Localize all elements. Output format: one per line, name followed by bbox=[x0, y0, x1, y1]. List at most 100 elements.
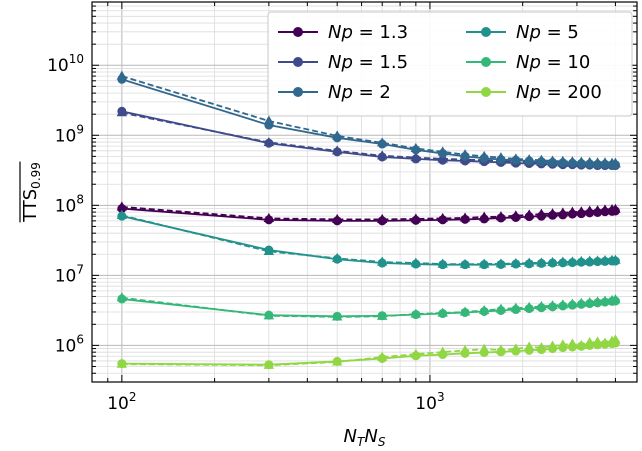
circle-point bbox=[264, 360, 274, 370]
circle-point bbox=[479, 260, 489, 270]
axes-border bbox=[91, 1, 638, 383]
y-tick-label-base: 10 bbox=[55, 126, 77, 146]
legend-label-value: = 1.5 bbox=[353, 52, 408, 73]
circle-point bbox=[585, 257, 595, 267]
legend-label-var: Np bbox=[328, 22, 353, 43]
circle-point bbox=[411, 145, 421, 155]
series-4 bbox=[116, 209, 621, 270]
circle-point bbox=[610, 296, 620, 306]
circle-point bbox=[411, 259, 421, 269]
circle-point bbox=[479, 306, 489, 316]
circle-point bbox=[567, 209, 577, 219]
circle-point bbox=[593, 298, 603, 308]
circle-point bbox=[460, 348, 470, 358]
legend-item: Np = 10 bbox=[466, 52, 590, 73]
legend-label-var: Np bbox=[516, 82, 541, 103]
circle-point bbox=[264, 245, 274, 255]
circle-point bbox=[548, 210, 558, 220]
legend-item: Np = 200 bbox=[466, 82, 602, 103]
x-axis-label-sub2: S bbox=[378, 435, 386, 449]
circle-point bbox=[438, 155, 448, 165]
circle-point bbox=[600, 159, 610, 169]
circle-point bbox=[496, 155, 506, 165]
circle-point bbox=[511, 346, 521, 356]
circle-point bbox=[524, 259, 534, 269]
x-tick-label-exp: 3 bbox=[437, 390, 445, 404]
circle-point bbox=[600, 256, 610, 266]
circle-point bbox=[567, 342, 577, 352]
circle-point bbox=[576, 159, 586, 169]
circle-point bbox=[593, 159, 603, 169]
legend-marker bbox=[293, 27, 303, 37]
y-axis-label: TTS0.99 bbox=[20, 162, 43, 223]
circle-point bbox=[411, 310, 421, 320]
circle-point bbox=[117, 211, 127, 221]
circle-point bbox=[511, 155, 521, 165]
circle-point bbox=[548, 344, 558, 354]
legend-item: Np = 1.3 bbox=[278, 22, 408, 43]
circle-point bbox=[496, 347, 506, 357]
circle-point bbox=[576, 299, 586, 309]
circle-point bbox=[332, 216, 342, 226]
circle-point bbox=[438, 350, 448, 360]
legend-marker bbox=[481, 87, 491, 97]
circle-point bbox=[332, 356, 342, 366]
circle-point bbox=[524, 156, 534, 166]
legend-label-var: Np bbox=[516, 52, 541, 73]
circle-point bbox=[558, 158, 568, 168]
circle-point bbox=[117, 74, 127, 84]
y-tick-label-exp: 6 bbox=[76, 332, 84, 346]
circle-point bbox=[593, 340, 603, 350]
legend-label-value: = 10 bbox=[541, 52, 590, 73]
legend-label-var: Np bbox=[328, 82, 353, 103]
legend-box bbox=[267, 11, 633, 117]
series-1 bbox=[116, 201, 621, 226]
legend-label-value: = 2 bbox=[353, 82, 391, 103]
legend-label: Np = 5 bbox=[516, 22, 579, 43]
circle-point bbox=[460, 307, 470, 317]
circle-point bbox=[332, 254, 342, 264]
circle-point bbox=[536, 211, 546, 221]
circle-point bbox=[377, 139, 387, 149]
circle-point bbox=[496, 213, 506, 223]
circle-point bbox=[460, 260, 470, 270]
circle-point bbox=[460, 214, 470, 224]
circle-point bbox=[576, 209, 586, 219]
circle-point bbox=[524, 345, 534, 355]
y-tick-label-exp: 8 bbox=[76, 192, 84, 206]
circle-point bbox=[548, 258, 558, 268]
legend-label-var: Np bbox=[516, 22, 541, 43]
circle-point bbox=[377, 258, 387, 268]
y-tick-label-exp: 10 bbox=[69, 52, 84, 66]
circle-point bbox=[558, 301, 568, 311]
legend-marker bbox=[293, 57, 303, 67]
series-5 bbox=[116, 292, 621, 321]
circle-point bbox=[460, 151, 470, 161]
circle-point bbox=[585, 159, 595, 169]
x-axis-label-sub1: T bbox=[357, 435, 366, 449]
circle-point bbox=[558, 258, 568, 268]
y-tick-label: 1010 bbox=[47, 52, 84, 76]
series-layer bbox=[116, 70, 621, 370]
circle-point bbox=[536, 258, 546, 268]
circle-point bbox=[264, 215, 274, 225]
circle-point bbox=[411, 351, 421, 361]
tick-marks bbox=[91, 1, 637, 383]
circle-point bbox=[610, 256, 620, 266]
y-tick-label: 109 bbox=[55, 122, 84, 146]
circle-point bbox=[585, 340, 595, 350]
circle-point bbox=[496, 305, 506, 315]
circle-point bbox=[511, 212, 521, 222]
circle-point bbox=[411, 154, 421, 164]
circle-point bbox=[524, 304, 534, 314]
circle-point bbox=[567, 258, 577, 268]
series-3 bbox=[116, 70, 621, 170]
y-tick-label: 108 bbox=[55, 192, 84, 216]
circle-point bbox=[479, 348, 489, 358]
y-axis-label-base: TTS bbox=[20, 189, 41, 223]
circle-point bbox=[536, 345, 546, 355]
legend-marker bbox=[481, 27, 491, 37]
